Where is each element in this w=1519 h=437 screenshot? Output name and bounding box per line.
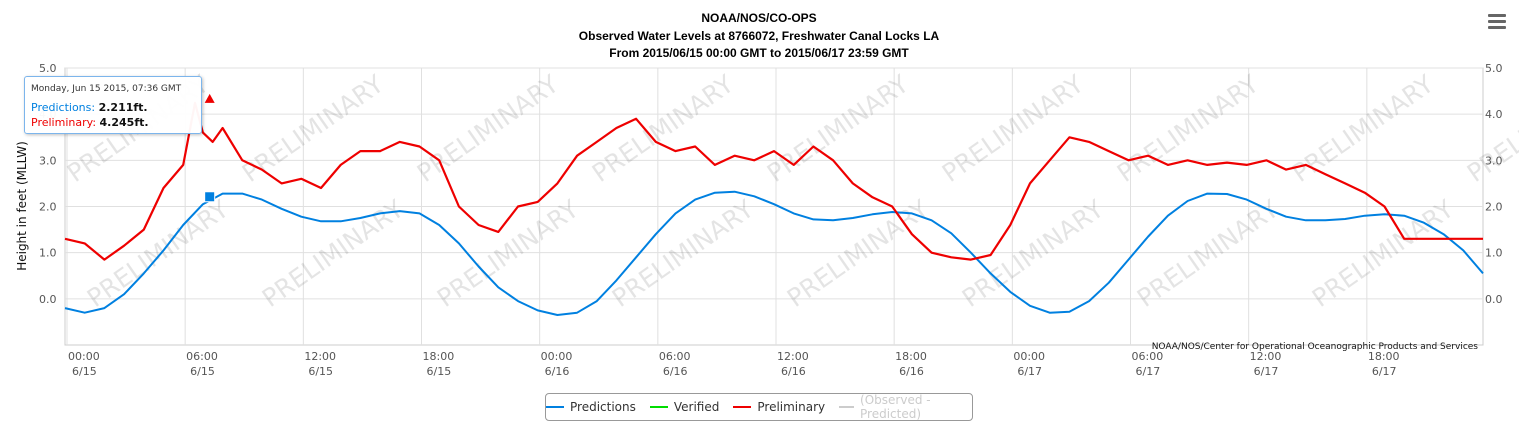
watermark-text: PRELIMINARY [412, 69, 565, 188]
x-tick-label-date: 6/17 [1136, 365, 1161, 378]
x-tick-label-time: 00:00 [1013, 350, 1045, 363]
watermark-text: PRELIMINARY [587, 69, 740, 188]
y-tick-label-right: 3.0 [1485, 154, 1503, 167]
legend-label-preliminary: Preliminary [757, 400, 826, 414]
y-axis-label: Height in feet (MLLW) [15, 141, 29, 271]
x-tick-label-date: 6/17 [1017, 365, 1042, 378]
legend-item-observed-minus-predicted[interactable]: (Observed - Predicted) [839, 393, 972, 421]
x-tick-label-date: 6/17 [1254, 365, 1279, 378]
watermark-text: PRELIMINARY [1462, 69, 1519, 188]
legend-item-predictions[interactable]: Predictions [546, 400, 636, 414]
x-tick-label-date: 6/15 [190, 365, 215, 378]
axis-labels: 0.00.01.01.02.02.03.03.04.04.05.05.000:0… [39, 62, 1503, 378]
x-tick-label-date: 6/16 [899, 365, 924, 378]
legend-swatch-predictions [546, 406, 564, 408]
y-tick-label-left: 2.0 [39, 201, 57, 214]
y-tick-label-right: 5.0 [1485, 62, 1503, 75]
hover-tooltip: Monday, Jun 15 2015, 07:36 GMT Predictio… [24, 76, 202, 134]
x-tick-label-time: 12:00 [1250, 350, 1282, 363]
legend-swatch-observed-minus-predicted [839, 406, 855, 408]
legend-swatch-preliminary [733, 406, 752, 408]
marker-layer [204, 93, 216, 203]
tooltip-predictions-row: Predictions: 2.211ft. [31, 100, 195, 115]
legend-label-observed-minus-predicted: (Observed - Predicted) [860, 393, 931, 421]
watermark-layer: PRELIMINARY PRELIMINARY PRELIMINARY PRELIMI… [62, 69, 1519, 313]
watermark-text: PRELIMINARY [82, 194, 235, 313]
legend-item-verified[interactable]: Verified [649, 400, 720, 414]
legend-item-preliminary[interactable]: Preliminary [733, 400, 825, 414]
watermark-text: PRELIMINARY [1287, 69, 1440, 188]
x-tick-label-date: 6/16 [663, 365, 688, 378]
watermark-text: PRELIMINARY [1112, 69, 1265, 188]
y-tick-label-left: 0.0 [39, 293, 57, 306]
watermark-text: PRELIMINARY [1132, 194, 1285, 313]
x-tick-label-time: 12:00 [777, 350, 809, 363]
y-tick-label-left: 1.0 [39, 247, 57, 260]
tooltip-preliminary-value: 4.245ft. [99, 116, 149, 129]
y-tick-label-left: 5.0 [39, 62, 57, 75]
chart-title-line2: Observed Water Levels at 8766072, Freshw… [579, 29, 940, 43]
x-tick-label-date: 6/15 [427, 365, 452, 378]
legend-label-predictions: Predictions [570, 400, 636, 414]
tooltip-date: Monday, Jun 15 2015, 07:36 GMT [31, 84, 182, 94]
x-tick-label-time: 12:00 [304, 350, 336, 363]
y-tick-label-right: 4.0 [1485, 108, 1503, 121]
credit-text: NOAA/NOS/Center for Operational Oceanogr… [1152, 342, 1479, 352]
x-tick-label-time: 18:00 [895, 350, 927, 363]
x-tick-label-time: 18:00 [423, 350, 455, 363]
watermark-text: PRELIMINARY [957, 194, 1110, 313]
y-tick-label-left: 3.0 [39, 154, 57, 167]
x-tick-label-time: 00:00 [68, 350, 100, 363]
legend-swatch-verified [649, 406, 668, 408]
prediction-hover-marker [204, 191, 216, 203]
series-layer [64, 101, 1484, 316]
watermark-text: PRELIMINARY [762, 69, 915, 188]
watermark-text: PRELIMINARY [1307, 194, 1460, 313]
x-tick-label-time: 00:00 [541, 350, 573, 363]
legend-label-verified: Verified [673, 400, 720, 414]
watermark-text: PRELIMINARY [607, 194, 760, 313]
series-line-preliminary [64, 101, 1483, 261]
watermark-text: PRELIMINARY [782, 194, 935, 313]
tooltip-predictions-value: 2.211ft. [98, 101, 148, 114]
x-tick-label-time: 06:00 [186, 350, 218, 363]
chart-title-line1: NOAA/NOS/CO-OPS [701, 11, 816, 25]
x-tick-label-date: 6/16 [781, 365, 806, 378]
hamburger-icon [1488, 14, 1506, 17]
series-line-predictions [64, 190, 1484, 316]
x-tick-label-time: 06:00 [659, 350, 691, 363]
x-tick-label-time: 06:00 [1132, 350, 1164, 363]
x-tick-label-date: 6/15 [308, 365, 333, 378]
chart-menu-button[interactable] [1484, 12, 1510, 34]
x-tick-label-date: 6/16 [545, 365, 570, 378]
chart-title-line3: From 2015/06/15 00:00 GMT to 2015/06/17 … [609, 46, 909, 60]
x-tick-label-date: 6/17 [1372, 365, 1397, 378]
chart-legend: Predictions Verified Preliminary (Observ… [545, 393, 973, 421]
x-tick-label-date: 6/15 [72, 365, 97, 378]
watermark-text: PRELIMINARY [237, 69, 390, 188]
tooltip-preliminary-label: Preliminary: [31, 116, 97, 129]
y-tick-label-right: 2.0 [1485, 201, 1503, 214]
tooltip-preliminary-row: Preliminary: 4.245ft. [31, 115, 195, 130]
y-tick-label-right: 0.0 [1485, 293, 1503, 306]
preliminary-hover-marker [204, 93, 215, 103]
grid-lines [64, 67, 1484, 346]
y-tick-label-right: 1.0 [1485, 247, 1503, 260]
watermark-text: PRELIMINARY [937, 69, 1090, 188]
x-tick-label-time: 18:00 [1368, 350, 1400, 363]
tooltip-predictions-label: Predictions: [31, 101, 96, 114]
